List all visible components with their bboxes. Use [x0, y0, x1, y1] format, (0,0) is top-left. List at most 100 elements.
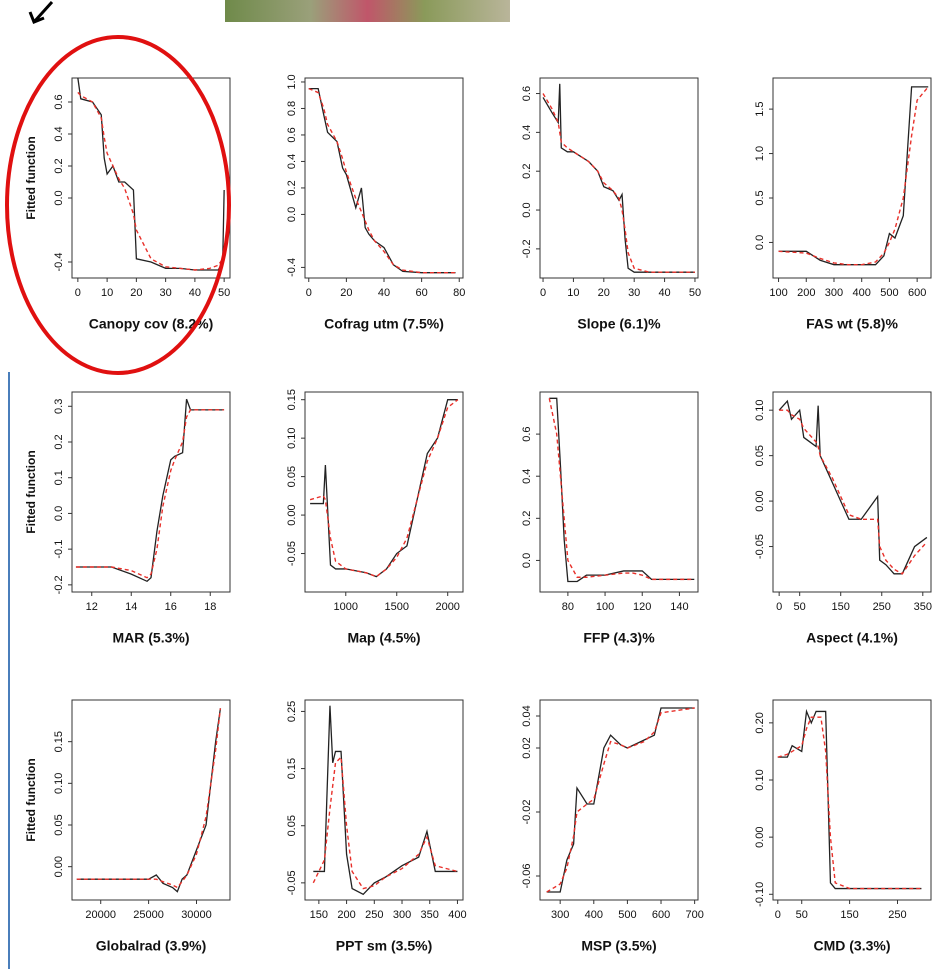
y-tick-label: 0.10 [754, 769, 766, 790]
x-tick-label: 25000 [133, 909, 164, 921]
x-tick-label: 1500 [384, 601, 408, 613]
y-tick-label: 0.15 [286, 389, 298, 410]
x-tick-label: 0 [306, 287, 312, 299]
x-tick-label: 140 [670, 601, 688, 613]
y-tick-label: 0.2 [521, 164, 533, 179]
y-tick-label: 0.20 [754, 712, 766, 733]
series-line [548, 398, 695, 581]
series-line [777, 716, 922, 890]
y-tick-label: 0.04 [521, 705, 533, 726]
y-tick-label: 0.10 [53, 773, 65, 794]
series-line [308, 87, 456, 274]
chart-title: FFP (4.3)% [583, 630, 655, 646]
plot-frame [71, 391, 231, 593]
x-tick-label: 40 [378, 287, 390, 299]
x-tick-label: 50 [689, 287, 701, 299]
y-tick-label: 0.05 [286, 815, 298, 836]
y-tick-label: 0.05 [754, 445, 766, 466]
y-tick-label: -0.05 [286, 541, 298, 566]
y-tick-label: 0.0 [754, 235, 766, 250]
x-tick-label: 1000 [334, 601, 358, 613]
y-tick-label: -0.4 [53, 253, 65, 272]
y-tick-label: 0.05 [53, 814, 65, 835]
y-tick-label: 0.2 [521, 511, 533, 526]
y-tick-label: -0.2 [521, 239, 533, 258]
y-tick-label: 0.2 [53, 434, 65, 449]
y-tick-label: 1.0 [286, 74, 298, 89]
y-tick-label: 0.1 [53, 470, 65, 485]
y-tick-label: -0.1 [53, 540, 65, 559]
y-tick-label: 0.10 [754, 399, 766, 420]
y-tick-label: 0.4 [286, 154, 298, 169]
y-tick-label: 0.0 [286, 207, 298, 222]
y-tick-label: 0.6 [521, 426, 533, 441]
chart-title: Canopy cov (8.2%) [89, 316, 213, 332]
x-tick-label: 10 [101, 287, 113, 299]
y-axis-label: Fitted function [24, 758, 38, 841]
x-tick-label: 350 [421, 909, 439, 921]
chart-title: MAR (5.3%) [112, 630, 189, 646]
y-tick-label: 0.02 [521, 737, 533, 758]
x-tick-label: 12 [86, 601, 98, 613]
x-tick-label: 100 [596, 601, 614, 613]
x-tick-label: 14 [125, 601, 137, 613]
x-tick-label: 2000 [435, 601, 459, 613]
y-tick-label: 0.0 [521, 202, 533, 217]
y-tick-label: 0.6 [286, 127, 298, 142]
x-tick-label: 30000 [181, 909, 212, 921]
y-tick-label: 0.10 [286, 427, 298, 448]
x-tick-label: 50 [794, 601, 806, 613]
x-tick-label: 400 [853, 287, 871, 299]
chart-title: PPT sm (3.5%) [336, 938, 432, 954]
x-tick-label: 200 [797, 287, 815, 299]
plot-frame [539, 77, 699, 279]
x-tick-label: 250 [888, 909, 906, 921]
series-line [542, 83, 695, 273]
x-tick-label: 400 [585, 909, 603, 921]
y-tick-label: 0.2 [286, 180, 298, 195]
series-line [542, 93, 695, 273]
series-line [778, 399, 928, 575]
y-tick-label: 1.0 [754, 146, 766, 161]
series-line [778, 86, 929, 266]
x-tick-label: 50 [796, 909, 808, 921]
series-line [312, 755, 458, 890]
plot-frame [304, 391, 464, 593]
y-tick-label: -0.05 [754, 534, 766, 559]
x-tick-label: 0 [540, 287, 546, 299]
x-tick-label: 20 [130, 287, 142, 299]
y-axis-label: Fitted function [24, 450, 38, 533]
y-tick-label: 0.25 [286, 701, 298, 722]
chart-title: CMD (3.3%) [813, 938, 890, 954]
plot-frame [539, 699, 699, 901]
arrow [32, 0, 54, 24]
y-tick-label: 0.6 [521, 86, 533, 101]
y-axis-label: Fitted function [24, 136, 38, 219]
x-tick-label: 300 [393, 909, 411, 921]
series-line [77, 77, 225, 271]
x-tick-label: 20 [598, 287, 610, 299]
arrow-head [28, 11, 45, 24]
y-tick-label: -0.06 [521, 863, 533, 888]
y-tick-label: 1.5 [754, 101, 766, 116]
plot-frame [71, 77, 231, 279]
x-tick-label: 80 [562, 601, 574, 613]
x-tick-label: 600 [908, 287, 926, 299]
series-line [546, 707, 695, 893]
chart-title: Globalrad (3.9%) [96, 938, 206, 954]
chart-title: MSP (3.5%) [581, 938, 656, 954]
y-tick-label: 0.6 [53, 94, 65, 109]
x-tick-label: 150 [840, 909, 858, 921]
chart-title: Slope (6.1)% [577, 316, 661, 332]
series-line [309, 399, 459, 578]
x-tick-label: 10 [567, 287, 579, 299]
chart-title: FAS wt (5.8)% [806, 316, 898, 332]
x-tick-label: 30 [160, 287, 172, 299]
series-line [75, 409, 225, 579]
x-tick-label: 0 [776, 601, 782, 613]
x-tick-label: 16 [165, 601, 177, 613]
y-tick-label: 0.0 [521, 553, 533, 568]
x-tick-label: 150 [310, 909, 328, 921]
x-tick-label: 500 [880, 287, 898, 299]
series-line [308, 87, 456, 274]
